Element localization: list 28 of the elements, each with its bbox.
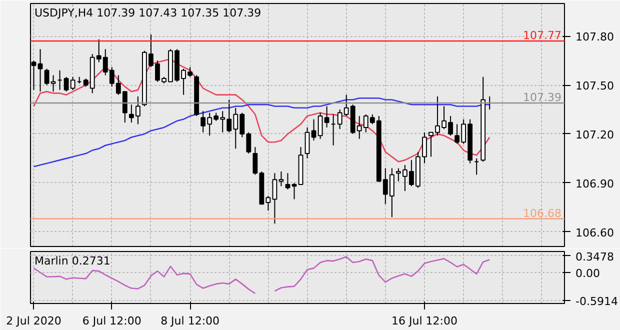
- y-tick-label: 107.80: [576, 30, 614, 44]
- x-tick-label: 6 Jul 12:00: [82, 314, 142, 328]
- candlestick: [285, 172, 290, 190]
- candlestick: [292, 182, 297, 200]
- y-tick-label: 106.90: [576, 177, 614, 190]
- candlestick: [324, 106, 330, 128]
- y-tick-label: 106.60: [576, 226, 614, 240]
- chart-title: Marlin 0.2731: [34, 254, 110, 268]
- x-tick-label: 2 Jul 2020: [6, 314, 62, 328]
- y-tick-label: 107.50: [576, 80, 614, 93]
- candlestick: [50, 74, 56, 92]
- y-tick-label: 0.00: [576, 266, 600, 280]
- candlestick: [311, 118, 316, 141]
- ref-line-label: 107.77: [523, 29, 562, 42]
- y-tick-label: 107.20: [576, 128, 614, 142]
- candlestick: [318, 112, 323, 140]
- candlestick: [44, 68, 50, 86]
- line-series: [33, 97, 490, 168]
- x-tick-label: 8 Jul 12:00: [160, 314, 220, 328]
- ref-line-label: 107.39: [523, 90, 562, 104]
- y-tick-label: 0.3478: [576, 250, 614, 264]
- candlestick: [272, 172, 278, 224]
- x-tick-label: 16 Jul 12:00: [392, 314, 458, 328]
- chart-title: USDJPY,H4 107.39 107.43 107.35 107.39: [34, 6, 262, 20]
- candlestick: [278, 170, 284, 187]
- y-tick-label: -0.5914: [576, 295, 618, 308]
- ref-line-label: 106.68: [523, 206, 562, 220]
- candlestick: [304, 126, 310, 159]
